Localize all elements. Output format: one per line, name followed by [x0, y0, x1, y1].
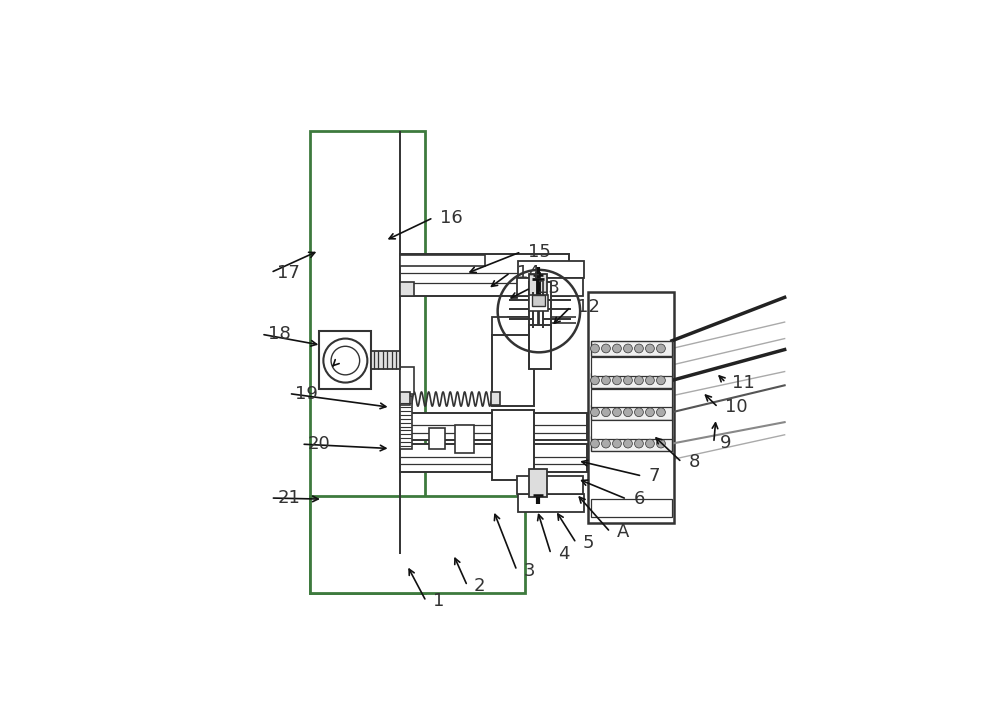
- Bar: [529, 273, 547, 301]
- Text: 7: 7: [649, 467, 660, 485]
- Circle shape: [646, 439, 654, 448]
- Circle shape: [624, 408, 632, 417]
- Bar: [529, 469, 547, 497]
- Circle shape: [613, 376, 621, 385]
- Circle shape: [635, 376, 643, 385]
- Text: 17: 17: [277, 263, 300, 281]
- Text: 10: 10: [725, 398, 747, 416]
- Text: 11: 11: [732, 373, 755, 391]
- Bar: [588, 292, 674, 523]
- Bar: [591, 388, 672, 407]
- Text: 14: 14: [517, 263, 540, 281]
- Bar: [400, 282, 414, 296]
- Bar: [400, 254, 569, 296]
- Bar: [310, 131, 425, 593]
- Text: 13: 13: [537, 279, 560, 297]
- Bar: [491, 393, 500, 405]
- Bar: [371, 351, 400, 369]
- Bar: [400, 396, 412, 448]
- Text: 8: 8: [688, 453, 700, 471]
- Bar: [517, 476, 583, 493]
- Bar: [529, 325, 551, 369]
- Circle shape: [657, 408, 665, 417]
- Circle shape: [613, 408, 621, 417]
- Bar: [455, 426, 474, 453]
- Circle shape: [657, 376, 665, 385]
- Circle shape: [635, 344, 643, 353]
- Bar: [591, 341, 672, 356]
- Circle shape: [646, 376, 654, 385]
- Text: 6: 6: [633, 490, 645, 508]
- Bar: [492, 410, 534, 481]
- Text: 9: 9: [720, 434, 732, 452]
- Text: 20: 20: [308, 435, 331, 453]
- Circle shape: [646, 344, 654, 353]
- Text: A: A: [617, 523, 629, 541]
- Bar: [492, 336, 534, 406]
- Bar: [492, 316, 530, 338]
- Bar: [591, 405, 672, 420]
- Bar: [529, 282, 551, 328]
- Circle shape: [602, 408, 610, 417]
- Circle shape: [613, 439, 621, 448]
- Bar: [310, 496, 525, 593]
- Circle shape: [635, 439, 643, 448]
- Circle shape: [635, 408, 643, 417]
- Text: 18: 18: [268, 325, 291, 343]
- Circle shape: [624, 439, 632, 448]
- Bar: [518, 261, 584, 278]
- Circle shape: [657, 439, 665, 448]
- Circle shape: [591, 408, 599, 417]
- Text: 4: 4: [558, 545, 569, 563]
- Bar: [517, 278, 583, 296]
- Bar: [591, 357, 672, 376]
- Bar: [429, 428, 445, 448]
- Bar: [400, 413, 587, 441]
- Text: 21: 21: [277, 489, 300, 507]
- Text: 2: 2: [474, 577, 486, 595]
- Text: 15: 15: [528, 243, 551, 261]
- Text: 19: 19: [295, 385, 318, 403]
- Text: 1: 1: [433, 593, 444, 610]
- Text: 5: 5: [583, 534, 594, 552]
- Bar: [400, 393, 410, 405]
- Text: 16: 16: [440, 208, 463, 226]
- Bar: [400, 367, 414, 393]
- Circle shape: [591, 439, 599, 448]
- Circle shape: [624, 376, 632, 385]
- Bar: [518, 494, 584, 512]
- Circle shape: [602, 344, 610, 353]
- Circle shape: [602, 376, 610, 385]
- Bar: [529, 295, 548, 311]
- Bar: [400, 444, 587, 472]
- Circle shape: [613, 344, 621, 353]
- Text: 12: 12: [577, 298, 600, 316]
- Text: 3: 3: [523, 562, 535, 580]
- Bar: [591, 420, 672, 438]
- Circle shape: [646, 408, 654, 417]
- Bar: [319, 331, 371, 389]
- Circle shape: [657, 344, 665, 353]
- Bar: [532, 295, 545, 306]
- Bar: [591, 498, 672, 517]
- Bar: [400, 255, 485, 266]
- Circle shape: [624, 344, 632, 353]
- Circle shape: [591, 344, 599, 353]
- Circle shape: [602, 439, 610, 448]
- Bar: [591, 373, 672, 388]
- Circle shape: [591, 376, 599, 385]
- Bar: [591, 436, 672, 451]
